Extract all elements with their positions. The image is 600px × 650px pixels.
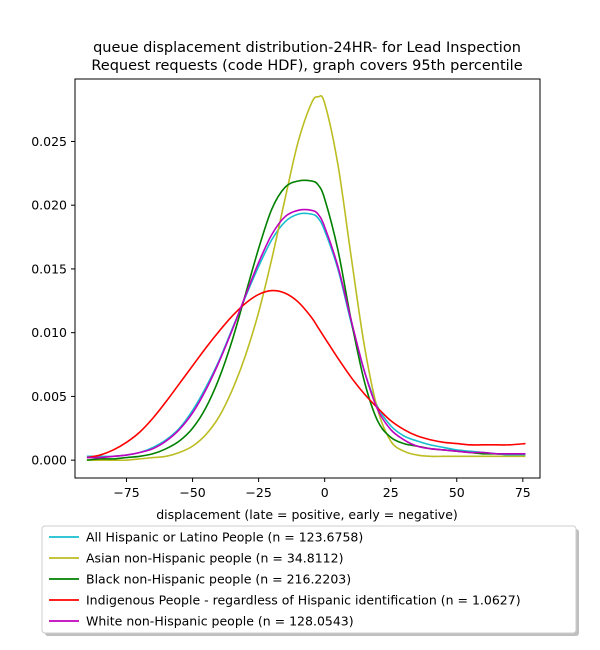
- x-tick-label: 0: [321, 485, 329, 500]
- y-tick-label: 0.020: [31, 198, 67, 213]
- x-tick-label: 25: [383, 485, 399, 500]
- x-tick-label: 75: [515, 485, 531, 500]
- y-tick-label: 0.010: [31, 325, 67, 340]
- legend-label: White non-Hispanic people (n = 128.0543): [86, 614, 354, 629]
- y-tick-label: 0.025: [31, 134, 67, 149]
- legend-label: Indigenous People - regardless of Hispan…: [86, 593, 521, 608]
- x-axis-label: displacement (late = positive, early = n…: [156, 507, 458, 522]
- series-line-2: [86, 95, 526, 462]
- x-tick-label: −75: [113, 485, 139, 500]
- chart-title-line-2: Request requests (code HDF), graph cover…: [91, 58, 522, 74]
- x-axis: −75 −50 −25 0 25 50 75: [113, 478, 531, 500]
- x-tick-label: −50: [179, 485, 205, 500]
- legend-label: Black non-Hispanic people (n = 216.2203): [86, 572, 351, 587]
- legend-box: [41, 525, 577, 634]
- series-line-5: [86, 208, 526, 459]
- x-tick-label: −25: [245, 485, 271, 500]
- legend-label: All Hispanic or Latino People (n = 123.6…: [86, 530, 363, 545]
- legend: All Hispanic or Latino People (n = 123.6…: [41, 525, 579, 636]
- series-line-1: [86, 212, 526, 458]
- series-line-4: [86, 289, 526, 459]
- y-tick-label: 0.005: [31, 389, 67, 404]
- y-tick-label: 0.000: [31, 453, 67, 468]
- y-axis: 0.000 0.005 0.010 0.015 0.020 0.025: [31, 134, 75, 468]
- plot-area: [74, 78, 541, 479]
- x-tick-label: 50: [449, 485, 465, 500]
- y-tick-label: 0.015: [31, 261, 67, 276]
- series-lines: [86, 95, 526, 462]
- legend-label: Asian non-Hispanic people (n = 34.8112): [86, 551, 343, 566]
- chart-title: queue displacement distribution-24HR- fo…: [91, 40, 522, 74]
- chart-title-line-1: queue displacement distribution-24HR- fo…: [93, 40, 521, 56]
